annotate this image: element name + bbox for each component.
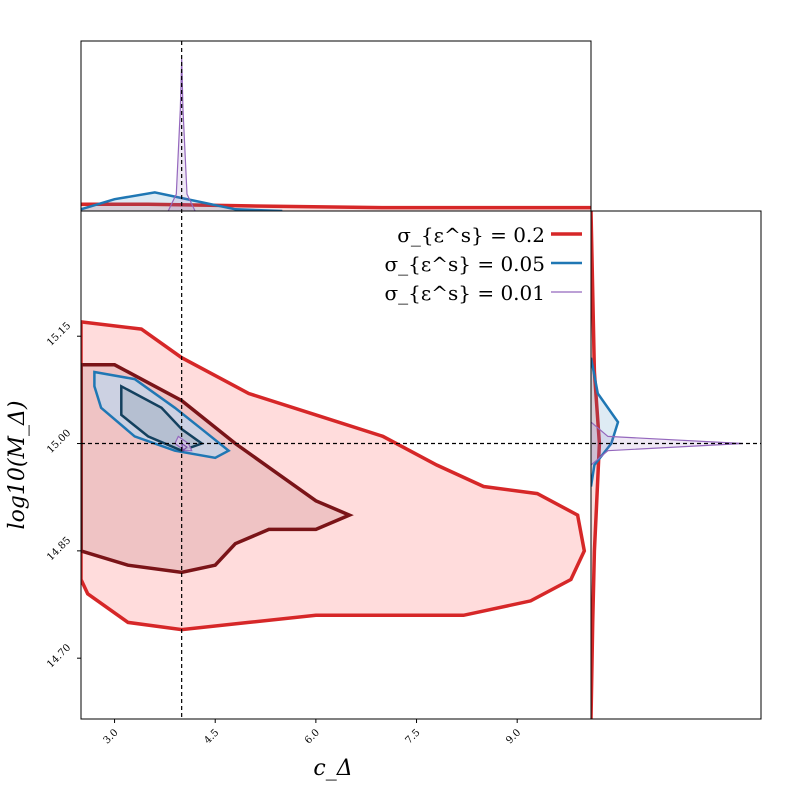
x-tick-label: 4.5 — [202, 727, 221, 746]
y-tick-label: 14.85 — [45, 535, 73, 563]
right-marginal-panel — [591, 211, 761, 719]
y-tick-label: 15.15 — [45, 320, 73, 348]
x-axis-ticks: 3.0 4.5 6.0 7.5 9.0 — [102, 719, 523, 746]
top-marginal-panel — [81, 41, 591, 211]
x-tick-label: 3.0 — [102, 727, 121, 746]
y-axis-label: log10(M_Δ) — [5, 401, 30, 530]
contours-layer — [81, 320, 587, 632]
y-tick-label: 14.70 — [45, 642, 73, 670]
series-1-y-marginal-line — [591, 357, 620, 487]
legend-label-0: σ_{ε^s} = 0.2 — [397, 223, 545, 247]
legend: σ_{ε^s} = 0.2 σ_{ε^s} = 0.05 σ_{ε^s} = 0.0… — [385, 223, 582, 305]
series-0-x-marginal-line — [81, 202, 591, 210]
legend-label-1: σ_{ε^s} = 0.05 — [385, 252, 546, 276]
series-2-contour-inner — [180, 442, 188, 452]
y-marginal-layer — [591, 211, 744, 719]
series-1-y-marginal-fill — [591, 357, 618, 487]
x-axis-label: c_Δ — [313, 756, 352, 781]
series-1-contour-outer — [93, 370, 231, 460]
series-0-contour-outer — [81, 320, 587, 632]
x-tick-label: 9.0 — [504, 727, 523, 746]
x-tick-label: 7.5 — [404, 727, 423, 746]
series-2-y-marginal-fill — [591, 422, 743, 465]
y-axis-ticks: 14.70 14.85 15.00 15.15 — [45, 320, 81, 670]
truth-lines — [81, 41, 761, 719]
x-tick-label: 6.0 — [303, 727, 322, 746]
y-tick-label: 15.00 — [45, 428, 73, 456]
legend-label-2: σ_{ε^s} = 0.01 — [385, 281, 546, 305]
